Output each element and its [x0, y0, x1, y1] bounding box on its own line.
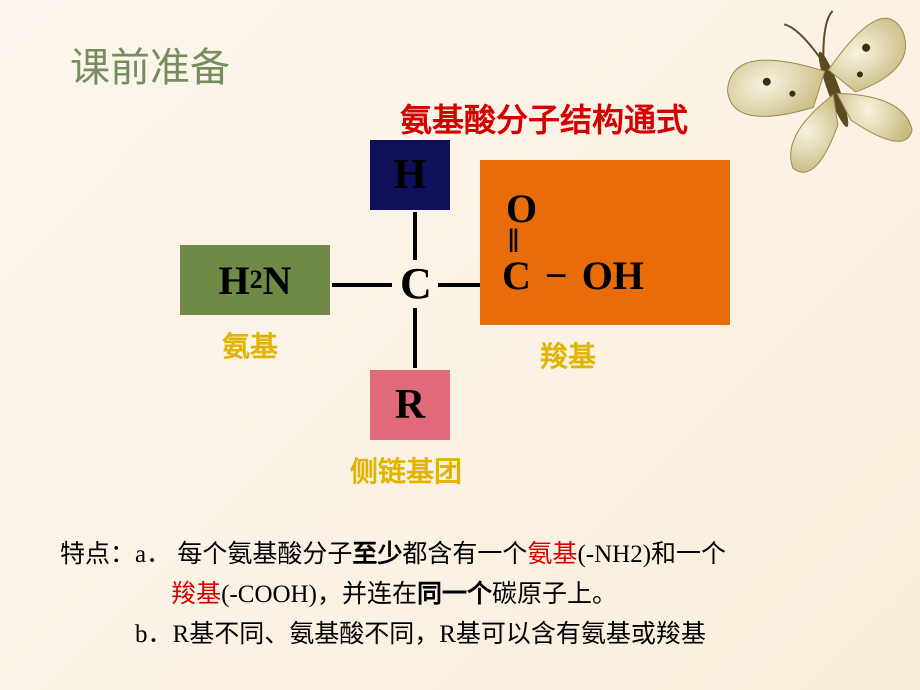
- na-t2: 都含有一个: [402, 541, 527, 568]
- amino-h: H: [218, 257, 249, 304]
- page-title: 课前准备: [70, 35, 230, 93]
- group-r-box: R: [370, 370, 450, 440]
- carboxyl-C: C: [502, 253, 531, 298]
- diagram-subtitle: 氨基酸分子结构通式: [400, 95, 688, 141]
- note-b-text: R基不同、氨基酸不同，R基可以含有氨基或羧基: [173, 621, 706, 648]
- na-r2: 羧基: [171, 581, 221, 608]
- na-p1: (-NH2): [577, 541, 651, 568]
- amino-label: 氨基: [222, 325, 278, 365]
- carboxyl-formula: O ‖ C − OH: [502, 191, 644, 294]
- na-t3: 和一个: [651, 541, 726, 568]
- group-amino-box: H2N: [180, 245, 330, 315]
- na-t1: 每个氨基酸分子: [177, 541, 352, 568]
- note-a-lead: a．: [135, 541, 171, 568]
- na-p2: (-COOH)，并连在: [221, 581, 417, 608]
- r-label: 侧链基团: [350, 450, 462, 490]
- butterfly-icon: [710, 0, 920, 190]
- center-carbon: C: [400, 258, 432, 309]
- notes-prefix: 特点：: [60, 541, 135, 568]
- bond-top: [413, 212, 417, 260]
- carboxyl-label: 羧基: [540, 335, 596, 375]
- carboxyl-dash: −: [541, 253, 572, 298]
- na-t4: 碳原子上。: [492, 581, 617, 608]
- group-h-box: H: [370, 140, 450, 210]
- carboxyl-OH: OH: [582, 253, 644, 298]
- na-b1: 至少: [352, 541, 402, 568]
- slide: 课前准备 氨基酸分子结构通式 H H2N 氨基 C O ‖ C − OH 羧基 …: [0, 0, 920, 690]
- carboxyl-line: C − OH: [502, 258, 644, 294]
- amino-sub: 2: [250, 265, 263, 295]
- feature-notes: 特点：a． 每个氨基酸分子至少都含有一个氨基(-NH2)和一个 特点：a．羧基(…: [60, 535, 880, 655]
- group-h-text: H: [394, 151, 427, 199]
- amino-n: N: [263, 257, 292, 304]
- na-r1: 氨基: [527, 541, 577, 568]
- carboxyl-O: O: [502, 191, 644, 227]
- group-carboxyl-box: O ‖ C − OH: [480, 160, 730, 325]
- bond-bottom: [413, 308, 417, 368]
- note-b-lead: b．: [135, 621, 173, 648]
- na-b2: 同一个: [417, 581, 492, 608]
- bond-left: [332, 283, 392, 287]
- bond-right: [438, 283, 480, 287]
- group-r-text: R: [395, 381, 425, 429]
